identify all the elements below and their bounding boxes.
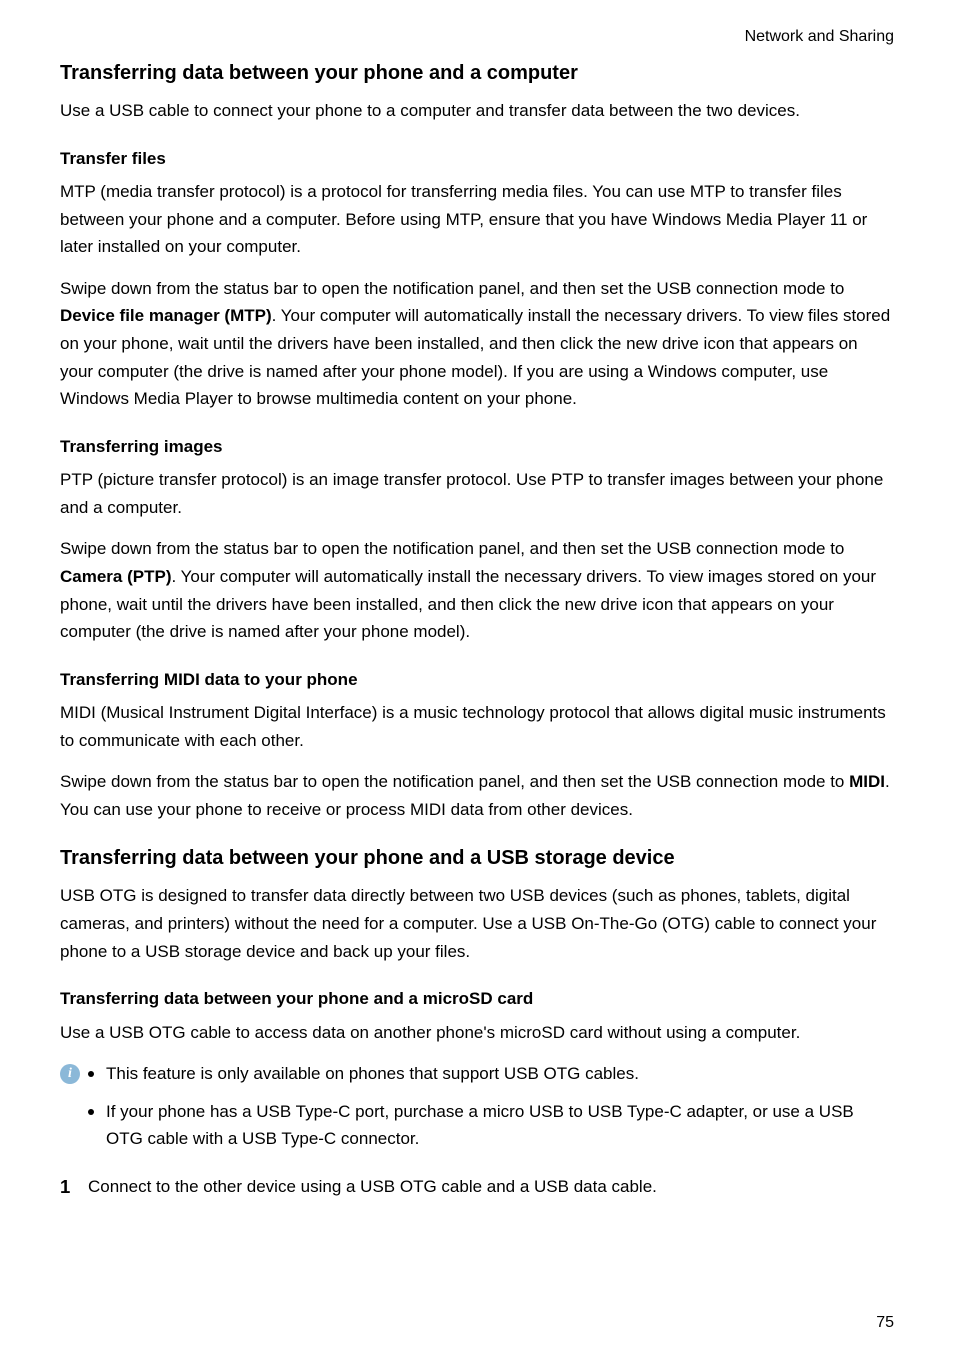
bold-text: Camera (PTP) [60,567,171,586]
list-item: This feature is only available on phones… [88,1060,894,1088]
step-row: 1 Connect to the other device using a US… [60,1173,894,1202]
bullet-icon [88,1109,94,1115]
heading-transfer-midi: Transferring MIDI data to your phone [60,668,894,692]
list-item-text: If your phone has a USB Type-C port, pur… [106,1098,894,1153]
paragraph: USB OTG is designed to transfer data dir… [60,882,894,965]
paragraph: MTP (media transfer protocol) is a proto… [60,178,894,261]
page-number: 75 [876,1314,894,1332]
paragraph: PTP (picture transfer protocol) is an im… [60,466,894,521]
breadcrumb: Network and Sharing [60,28,894,46]
paragraph: Swipe down from the status bar to open t… [60,768,894,823]
heading-transfer-images: Transferring images [60,435,894,459]
heading-transfer-files: Transfer files [60,147,894,171]
heading-transfer-computer: Transferring data between your phone and… [60,60,894,87]
note-block: i This feature is only available on phon… [60,1060,894,1163]
note-list: This feature is only available on phones… [88,1060,894,1163]
bullet-icon [88,1071,94,1077]
text-run: Swipe down from the status bar to open t… [60,539,844,558]
paragraph: MIDI (Musical Instrument Digital Interfa… [60,699,894,754]
text-run: Swipe down from the status bar to open t… [60,279,844,298]
paragraph: Swipe down from the status bar to open t… [60,275,894,413]
info-icon: i [60,1064,80,1084]
document-page: Network and Sharing Transferring data be… [0,0,954,1350]
heading-transfer-microsd: Transferring data between your phone and… [60,987,894,1011]
text-run: Swipe down from the status bar to open t… [60,772,849,791]
step-number: 1 [60,1173,88,1202]
step-text: Connect to the other device using a USB … [88,1173,894,1201]
list-item: If your phone has a USB Type-C port, pur… [88,1098,894,1153]
list-item-text: This feature is only available on phones… [106,1060,894,1088]
paragraph: Swipe down from the status bar to open t… [60,535,894,645]
bold-text: Device file manager (MTP) [60,306,272,325]
paragraph: Use a USB cable to connect your phone to… [60,97,894,125]
paragraph: Use a USB OTG cable to access data on an… [60,1019,894,1047]
heading-transfer-usb-storage: Transferring data between your phone and… [60,845,894,872]
text-run: . Your computer will automatically insta… [60,567,876,641]
bold-text: MIDI [849,772,885,791]
